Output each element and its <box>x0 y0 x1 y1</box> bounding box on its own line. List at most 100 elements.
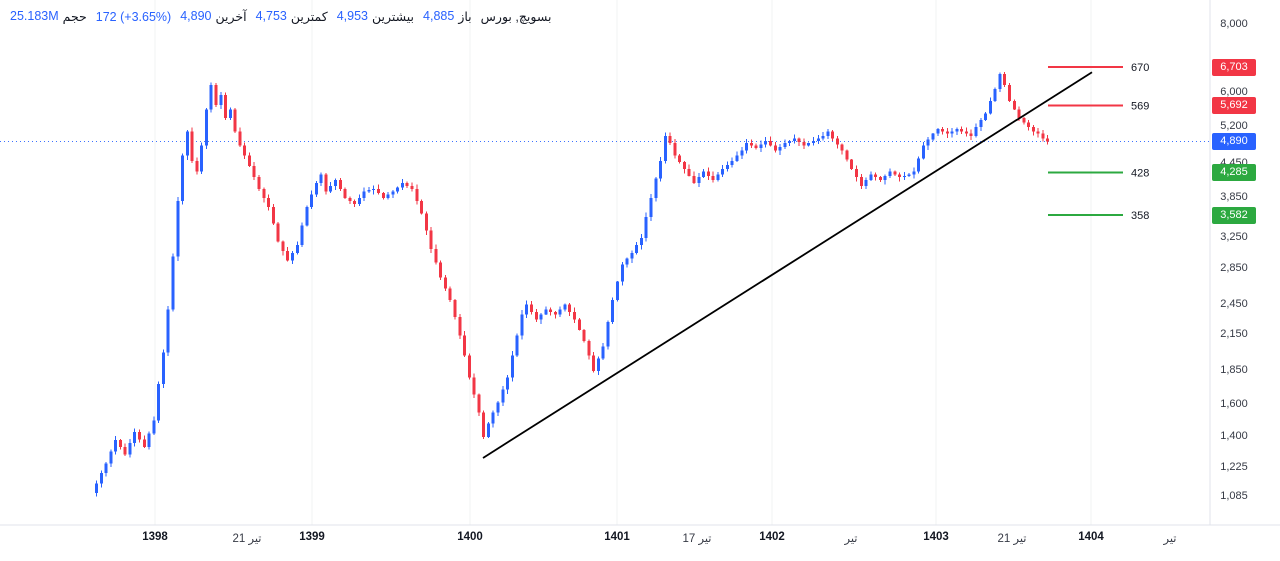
price-axis[interactable]: 8,000 6,000 5,200 4,450 3,850 3,250 2,850 2,450… <box>1210 0 1280 525</box>
candle-body <box>200 145 204 172</box>
candle-body <box>807 143 811 146</box>
time-tick-label: تیر <box>1163 533 1177 545</box>
price-tick-label: 6,000 <box>1220 85 1248 98</box>
candle-body <box>510 355 514 378</box>
low-field: کمترین 4,753 <box>256 9 328 24</box>
candle-body <box>195 160 199 172</box>
candle-body <box>1003 74 1007 86</box>
open-label: باز <box>458 10 472 24</box>
candle-body <box>659 160 663 179</box>
candle-body <box>582 329 586 341</box>
candle-body <box>290 252 294 261</box>
candle-body <box>324 174 328 192</box>
candle-body <box>1007 85 1011 101</box>
candle-body <box>439 262 443 278</box>
candle-body <box>993 89 997 101</box>
candle-body <box>797 138 801 143</box>
price-tick-label: 5,200 <box>1220 119 1248 132</box>
high-label: بیشترین <box>371 10 415 24</box>
candle-body <box>945 131 949 134</box>
candle-body <box>405 182 409 186</box>
candle-body <box>224 94 228 118</box>
candle-body <box>974 126 978 137</box>
candle-body <box>128 442 132 455</box>
candle-body <box>295 245 299 253</box>
candle-body <box>529 304 533 312</box>
time-tick-label: 1401 <box>604 531 630 543</box>
trendline[interactable] <box>482 71 1093 459</box>
candle-body <box>429 230 433 249</box>
candle-body <box>812 140 815 144</box>
candle-body <box>443 277 447 289</box>
candle-body <box>850 159 854 169</box>
candle-body <box>778 146 782 151</box>
candle-body <box>104 463 108 474</box>
candle-body <box>314 182 318 195</box>
candle-body <box>185 131 189 156</box>
candle-body <box>592 355 596 371</box>
candle-body <box>620 264 624 282</box>
level-name-label: 358 <box>1131 210 1149 222</box>
price-tick-label: 1,225 <box>1220 461 1248 474</box>
candle-body <box>668 136 672 144</box>
candle-body <box>118 440 122 448</box>
symbol-name[interactable]: بسویچ, بورس <box>480 10 552 24</box>
candle-body <box>400 182 404 188</box>
candle-body <box>267 197 271 208</box>
candle-body <box>257 177 261 189</box>
candle-body <box>372 188 376 191</box>
candle-body <box>534 311 538 320</box>
candle-body <box>338 180 342 189</box>
time-tick-label: 17 تیر <box>682 533 712 545</box>
candle-body <box>424 213 428 231</box>
last-value: 4,890 <box>180 9 212 23</box>
candle-body <box>1031 126 1035 132</box>
candle-body <box>525 304 529 315</box>
volume-value: 25.183M <box>10 9 59 23</box>
low-label: کمترین <box>290 10 328 24</box>
candle-body <box>434 248 438 263</box>
candle-body <box>587 340 591 356</box>
time-tick-label: 1403 <box>923 531 949 543</box>
high-value: 4,953 <box>336 9 368 23</box>
candle-body <box>616 281 620 300</box>
candle-body <box>1017 109 1021 118</box>
candle-body <box>730 160 734 165</box>
time-tick-label: 1399 <box>299 531 325 543</box>
candle-body <box>749 143 753 146</box>
candle-body <box>969 133 973 137</box>
candle-body <box>1041 133 1045 139</box>
candle-body <box>558 309 562 315</box>
candle-body <box>716 174 720 181</box>
candle-body <box>869 174 873 181</box>
candle-body <box>692 175 696 183</box>
candle-body <box>663 136 667 161</box>
candle-body <box>181 155 185 201</box>
time-tick-label: تیر <box>844 533 858 545</box>
candle-body <box>386 194 390 198</box>
candle-body <box>606 322 610 347</box>
candle-body <box>367 190 371 192</box>
level-name-label: 569 <box>1131 100 1149 112</box>
candle-body <box>506 377 510 390</box>
candle-body <box>635 245 639 253</box>
candle-body <box>802 142 806 146</box>
candle-body <box>138 431 142 440</box>
candle-body <box>305 207 309 226</box>
candle-body <box>477 394 481 413</box>
candle-body <box>639 237 643 246</box>
candle-body <box>176 200 180 257</box>
candle-body <box>893 171 897 175</box>
candle-body <box>362 191 366 198</box>
candle-body <box>515 335 519 356</box>
candle-body <box>759 144 763 149</box>
candle-body <box>501 389 505 403</box>
candle-body <box>725 164 729 169</box>
price-tick-label: 2,450 <box>1220 297 1248 310</box>
candle-body <box>702 171 706 178</box>
candle-body <box>448 288 452 300</box>
candle-body <box>792 138 796 141</box>
time-axis[interactable]: 1398 21 تیر 1399 1400 1401 17 تیر 1402 تیر 1403 2… <box>0 525 1280 561</box>
time-tick-label: 21 تیر <box>997 533 1027 545</box>
